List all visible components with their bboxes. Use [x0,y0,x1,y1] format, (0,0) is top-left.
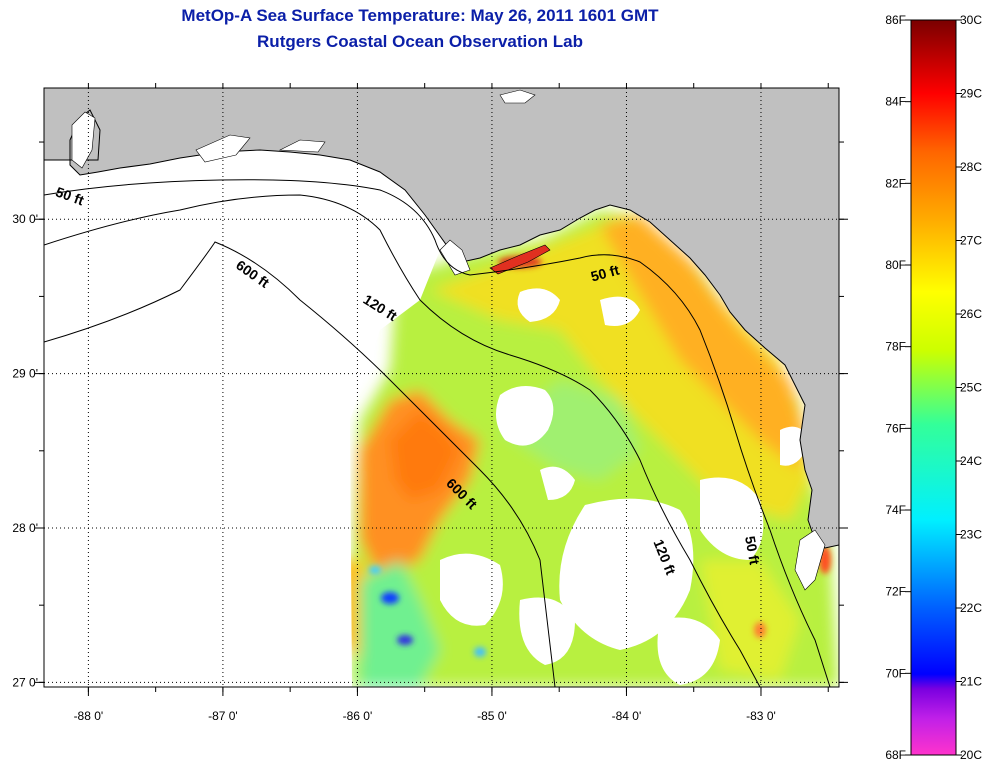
map-axes: -88 0' -87 0' -86 0' -85 0' -84 0' -83 0' 30 0… [12,83,848,723]
colorbar-f-label: 82F [885,176,906,190]
colorbar-c-label: 30C [960,13,982,27]
colorbar-f-label: 80F [885,258,906,272]
colorbar-f-label: 74F [885,503,906,517]
colorbar-f-label: 86F [885,13,906,27]
colorbar-f-label: 70F [885,666,906,680]
map-title: MetOp-A Sea Surface Temperature: May 26,… [181,6,659,25]
lon-tick-label: -85 0' [477,709,507,723]
contour-label: 50 ft [742,535,763,566]
colorbar-c-label: 20C [960,748,982,762]
lon-tick-label: -87 0' [208,709,238,723]
colorbar-c-label: 21C [960,675,982,689]
colorbar-f-label: 78F [885,340,906,354]
bathymetry-contours [44,179,831,687]
colorbar-c-label: 29C [960,87,982,101]
colorbar: 86F 84F 82F 80F 78F 76F 74F 72F 70F 68F 30C 29C 28C… [885,13,982,762]
map-frame [43,87,840,688]
lon-tick-label: -84 0' [612,709,642,723]
graticule [44,88,839,687]
map-subtitle: Rutgers Coastal Ocean Observation Lab [257,32,583,51]
colorbar-gradient [910,19,957,756]
colorbar-fahrenheit-labels: 86F 84F 82F 80F 78F 76F 74F 72F 70F 68F [885,13,911,762]
lat-tick-label: 28 0' [12,521,38,535]
lat-tick-label: 29 0' [12,367,38,381]
land-mass [44,88,839,549]
colorbar-f-label: 84F [885,95,906,109]
colorbar-c-label: 23C [960,528,982,542]
colorbar-c-label: 24C [960,454,982,468]
colorbar-f-label: 76F [885,421,906,435]
lat-tick-label: 30 0' [12,212,38,226]
lon-tick-label: -86 0' [343,709,373,723]
sst-field [44,88,839,687]
contour-label: 50 ft [589,262,621,285]
lat-tick-label: 27 0' [12,675,38,689]
colorbar-celsius-labels: 30C 29C 28C 27C 26C 25C 24C 23C 22C 21C 20C [956,13,982,762]
colorbar-c-label: 27C [960,234,982,248]
colorbar-f-label: 68F [885,748,906,762]
colorbar-c-label: 28C [960,160,982,174]
lon-tick-label: -83 0' [746,709,776,723]
lon-tick-label: -88 0' [74,709,104,723]
colorbar-c-label: 26C [960,307,982,321]
colorbar-c-label: 22C [960,601,982,615]
colorbar-c-label: 25C [960,381,982,395]
colorbar-f-label: 72F [885,585,906,599]
